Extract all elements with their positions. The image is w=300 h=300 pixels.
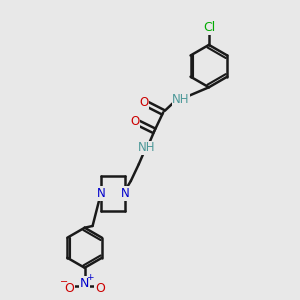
Text: NH: NH (138, 141, 155, 154)
Text: O: O (95, 282, 105, 295)
Text: N: N (80, 277, 89, 290)
Text: O: O (139, 96, 148, 109)
Text: O: O (64, 282, 74, 295)
Text: O: O (130, 115, 139, 128)
Text: Cl: Cl (203, 21, 216, 34)
Text: −: − (60, 277, 68, 287)
Text: +: + (86, 273, 94, 282)
Text: N: N (121, 187, 129, 200)
Text: NH: NH (172, 93, 190, 106)
Text: N: N (97, 187, 106, 200)
